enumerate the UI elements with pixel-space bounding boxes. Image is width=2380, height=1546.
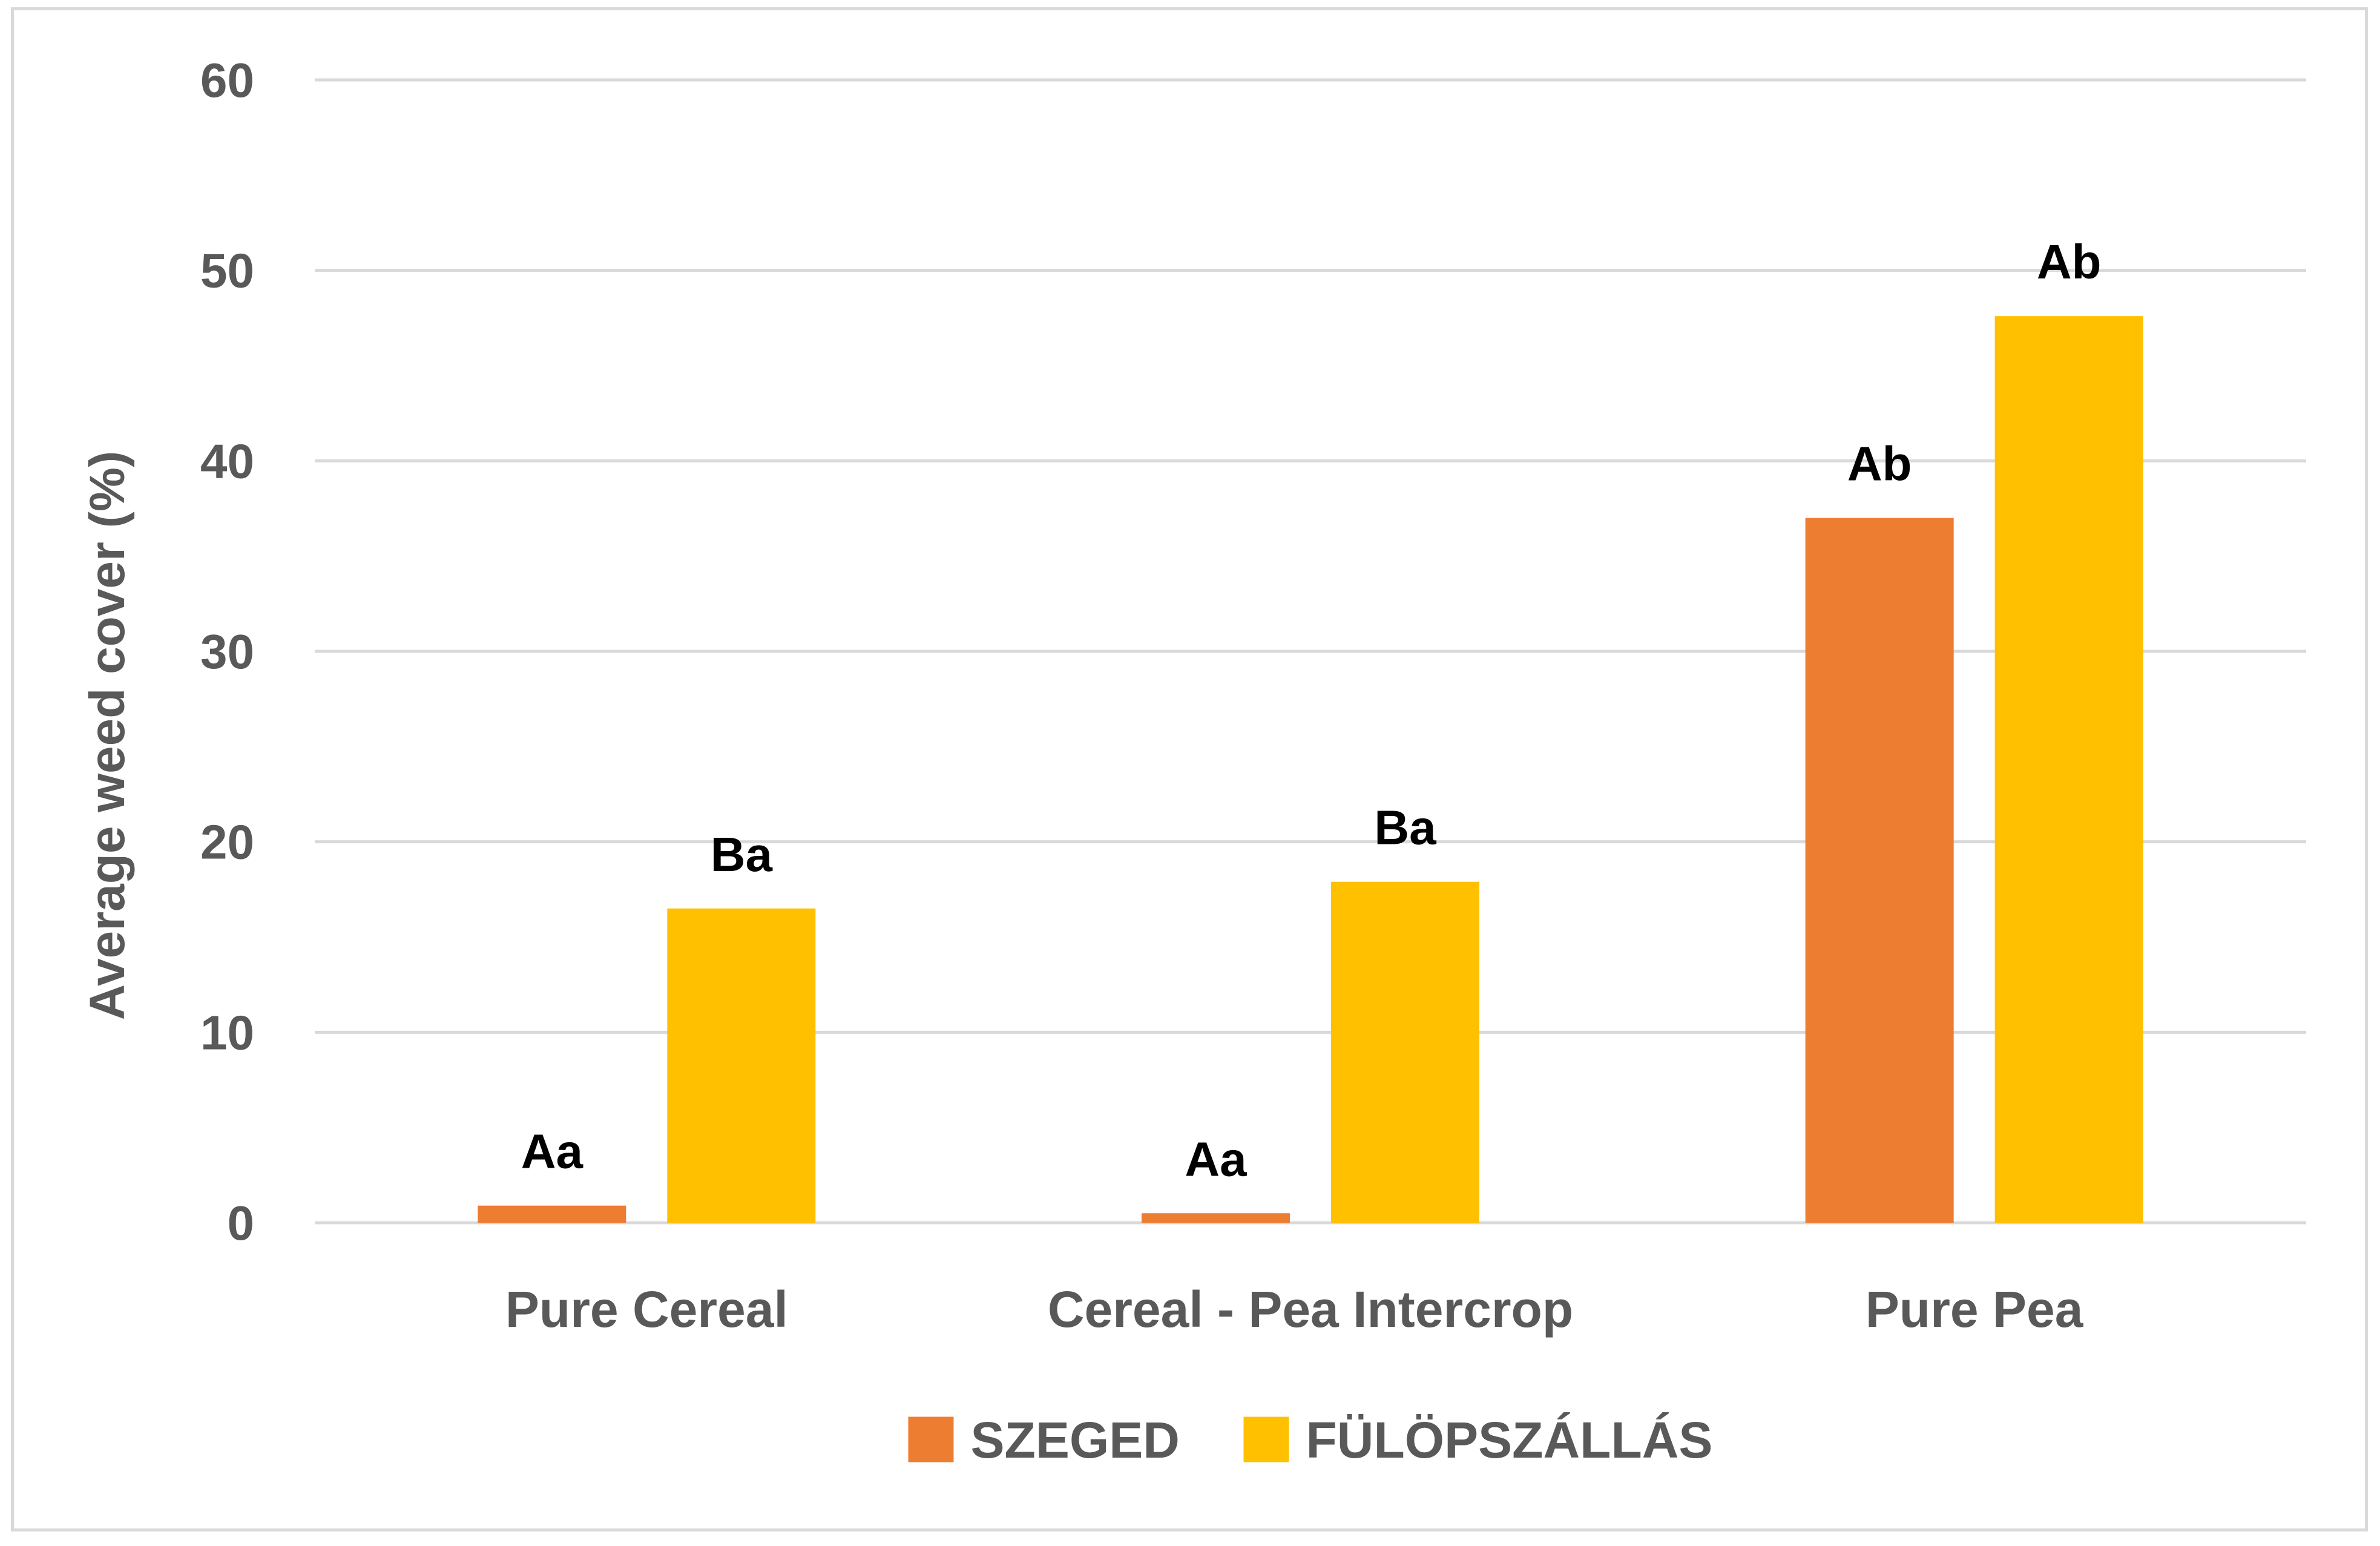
legend-label: SZEGED (971, 1412, 1180, 1469)
bar-szeged-1 (1142, 1213, 1290, 1223)
y-tick-label: 20 (200, 815, 254, 869)
y-tick-label: 30 (200, 625, 254, 679)
data-label: Ab (2037, 235, 2102, 289)
data-label: Aa (521, 1125, 583, 1179)
y-tick-label: 50 (200, 244, 254, 298)
x-category-label: Pure Cereal (505, 1281, 788, 1338)
legend: SZEGED FÜLÖPSZÁLLÁS (908, 1412, 1713, 1469)
data-label: Ab (1847, 437, 1912, 491)
bar-szeged-2 (1805, 518, 1954, 1223)
legend-label: FÜLÖPSZÁLLÁS (1306, 1412, 1713, 1469)
y-axis-label: Average weed cover (%) (80, 451, 135, 1020)
bar-f-l-psz-ll-s-2 (1994, 316, 2143, 1223)
y-tick-label: 0 (228, 1196, 255, 1250)
legend-swatch (1243, 1416, 1289, 1462)
y-tick-label: 40 (200, 434, 254, 488)
data-label: Aa (1185, 1132, 1247, 1186)
x-category-label: Pure Pea (1866, 1281, 2084, 1338)
x-category-label: Cereal - Pea Intercrop (1048, 1281, 1573, 1338)
chart-frame (11, 7, 2368, 1531)
data-labels: Aa Ba Aa Ba Ab Ab (521, 235, 2102, 1186)
legend-swatch (908, 1416, 954, 1462)
bars (478, 316, 2143, 1223)
bar-f-l-psz-ll-s-0 (667, 908, 816, 1223)
y-tick-label: 60 (200, 53, 254, 107)
x-axis-categories: Pure Cereal Cereal - Pea Intercrop Pure Pe… (505, 1281, 2084, 1338)
gridlines (315, 78, 2306, 1225)
data-label: Ba (711, 827, 773, 881)
y-axis-ticks: 0 10 20 30 40 50 60 (200, 53, 254, 1250)
y-tick-label: 10 (200, 1005, 254, 1059)
bar-f-l-psz-ll-s-1 (1331, 881, 1479, 1223)
data-label: Ba (1374, 801, 1436, 855)
bar-szeged-0 (478, 1205, 626, 1223)
